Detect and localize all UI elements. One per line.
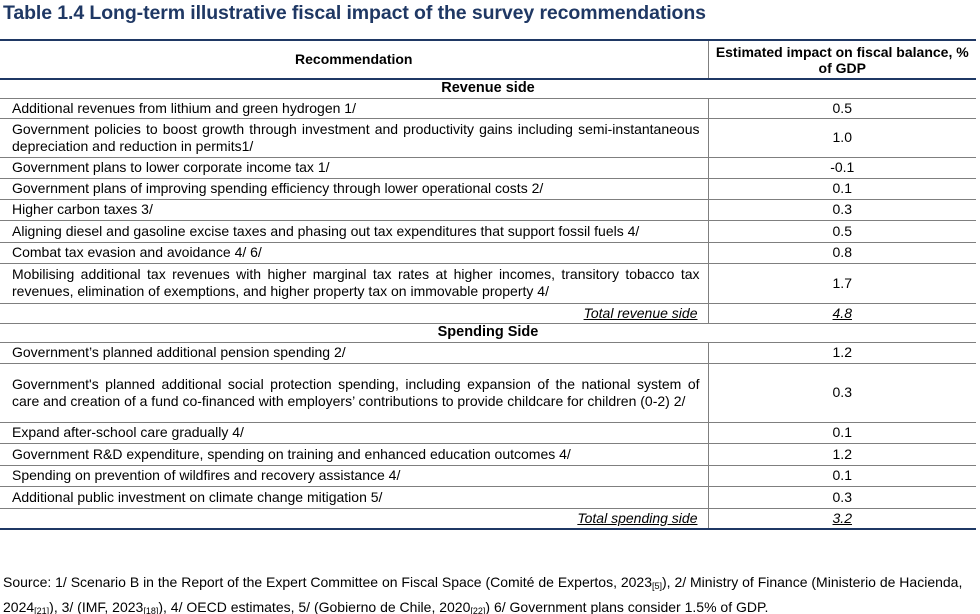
total-row-revenue: Total revenue side 4.8 xyxy=(0,303,976,324)
table-row: Government's planned additional social p… xyxy=(0,363,976,423)
table-row: Government’s planned additional pension … xyxy=(0,342,976,364)
table-row: Government policies to boost growth thro… xyxy=(0,118,976,158)
table-row: Government R&D expenditure, spending on … xyxy=(0,443,976,466)
impact-value-cell: 1.0 xyxy=(708,118,976,158)
section-row-revenue: Revenue side xyxy=(0,79,976,99)
column-header-impact: Estimated impact on fiscal balance, % of… xyxy=(708,39,976,80)
impact-value-cell: 0.1 xyxy=(708,422,976,444)
impact-value-cell: 0.3 xyxy=(708,363,976,423)
table-row: Mobilising additional tax revenues with … xyxy=(0,263,976,304)
recommendation-cell: Government R&D expenditure, spending on … xyxy=(0,443,709,466)
source-text: ), 2/ Ministry of Finance (Ministerio de… xyxy=(3,574,963,614)
impact-value-cell: 1.2 xyxy=(708,443,976,466)
section-row-spending: Spending Side xyxy=(0,323,976,343)
table-row: Spending on prevention of wildfires and … xyxy=(0,465,976,487)
table-title: Table 1.4 Long-term illustrative fiscal … xyxy=(3,2,706,24)
table-row: Additional revenues from lithium and gre… xyxy=(0,98,976,119)
recommendation-cell: Expand after-school care gradually 4/ xyxy=(0,422,709,444)
recommendation-cell: Government plans of improving spending e… xyxy=(0,178,709,200)
recommendation-cell: Additional public investment on climate … xyxy=(0,486,709,509)
table-row: Combat tax evasion and avoidance 4/ 6/ 0… xyxy=(0,242,976,264)
impact-value-cell: -0.1 xyxy=(708,157,976,179)
table-body: Revenue side Additional revenues from li… xyxy=(0,79,976,530)
recommendation-cell: Government policies to boost growth thro… xyxy=(0,118,709,158)
reference-marker: [5] xyxy=(652,581,663,591)
impact-value-cell: 0.1 xyxy=(708,465,976,487)
recommendation-cell: Combat tax evasion and avoidance 4/ 6/ xyxy=(0,242,709,264)
source-note: Source: 1/ Scenario B in the Report of t… xyxy=(3,572,978,614)
impact-value-cell: 0.5 xyxy=(708,98,976,119)
recommendation-cell: Government's planned additional social p… xyxy=(0,363,709,423)
table-row: Aligning diesel and gasoline excise taxe… xyxy=(0,220,976,243)
source-text: ), 3/ (IMF, 2023 xyxy=(49,599,144,614)
section-heading-revenue: Revenue side xyxy=(0,79,976,99)
impact-value-cell: 1.7 xyxy=(708,263,976,304)
table-row: Expand after-school care gradually 4/ 0.… xyxy=(0,422,976,444)
recommendation-cell: Spending on prevention of wildfires and … xyxy=(0,465,709,487)
header-row: Recommendation Estimated impact on fisca… xyxy=(0,39,976,80)
total-revenue-label: Total revenue side xyxy=(0,303,709,324)
recommendation-cell: Additional revenues from lithium and gre… xyxy=(0,98,709,119)
impact-value-cell: 0.3 xyxy=(708,486,976,509)
impact-value-cell: 0.3 xyxy=(708,199,976,221)
impact-value-cell: 0.5 xyxy=(708,220,976,243)
fiscal-impact-table-container: Recommendation Estimated impact on fisca… xyxy=(0,39,976,530)
source-text: ), 4/ OECD estimates, 5/ (Gobierno de Ch… xyxy=(158,599,471,614)
recommendation-cell: Higher carbon taxes 3/ xyxy=(0,199,709,221)
recommendation-cell: Government plans to lower corporate inco… xyxy=(0,157,709,179)
table-row: Government plans of improving spending e… xyxy=(0,178,976,200)
impact-value-cell: 0.1 xyxy=(708,178,976,200)
total-revenue-value: 4.8 xyxy=(708,303,976,324)
recommendation-cell: Mobilising additional tax revenues with … xyxy=(0,263,709,304)
reference-marker: [22] xyxy=(470,606,486,614)
recommendation-cell: Aligning diesel and gasoline excise taxe… xyxy=(0,220,709,243)
total-spending-label: Total spending side xyxy=(0,508,709,530)
impact-value-cell: 1.2 xyxy=(708,342,976,364)
column-header-recommendation: Recommendation xyxy=(0,39,709,80)
total-spending-value: 3.2 xyxy=(708,508,976,530)
fiscal-impact-table: Recommendation Estimated impact on fisca… xyxy=(0,39,976,530)
table-row: Government plans to lower corporate inco… xyxy=(0,157,976,179)
section-heading-spending: Spending Side xyxy=(0,323,976,343)
table-row: Higher carbon taxes 3/ 0.3 xyxy=(0,199,976,221)
total-row-spending: Total spending side 3.2 xyxy=(0,508,976,530)
reference-marker: [18] xyxy=(143,606,159,614)
source-text: ) 6/ Government plans consider 1.5% of G… xyxy=(485,599,769,614)
recommendation-cell: Government’s planned additional pension … xyxy=(0,342,709,364)
reference-marker: [21] xyxy=(34,606,50,614)
table-row: Additional public investment on climate … xyxy=(0,486,976,509)
impact-value-cell: 0.8 xyxy=(708,242,976,264)
source-text: Source: 1/ Scenario B in the Report of t… xyxy=(3,574,652,590)
